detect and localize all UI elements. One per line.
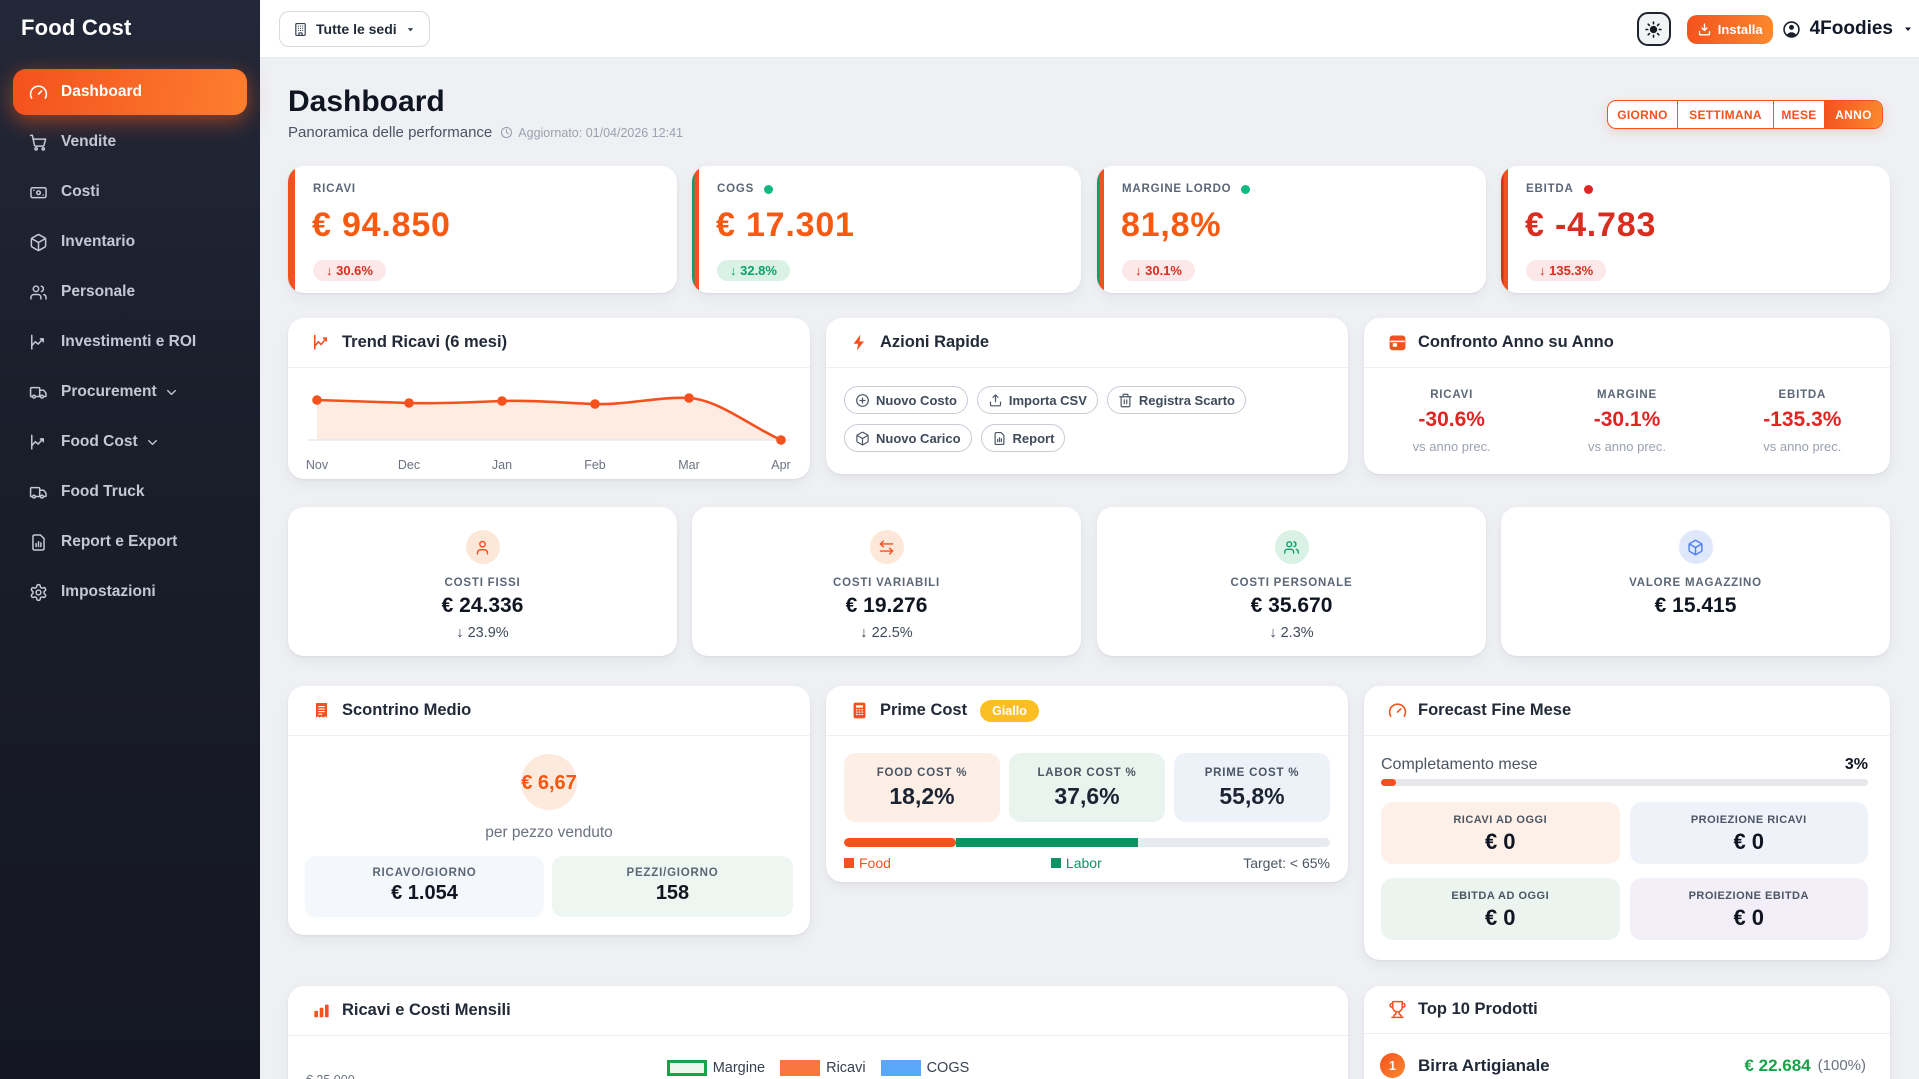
svg-text:Nov: Nov bbox=[306, 458, 329, 472]
svg-text:Jan: Jan bbox=[492, 458, 512, 472]
svg-text:Mar: Mar bbox=[678, 458, 700, 472]
svg-text:Feb: Feb bbox=[584, 458, 606, 472]
svg-text:Apr: Apr bbox=[771, 458, 790, 472]
svg-text:Dec: Dec bbox=[398, 458, 420, 472]
